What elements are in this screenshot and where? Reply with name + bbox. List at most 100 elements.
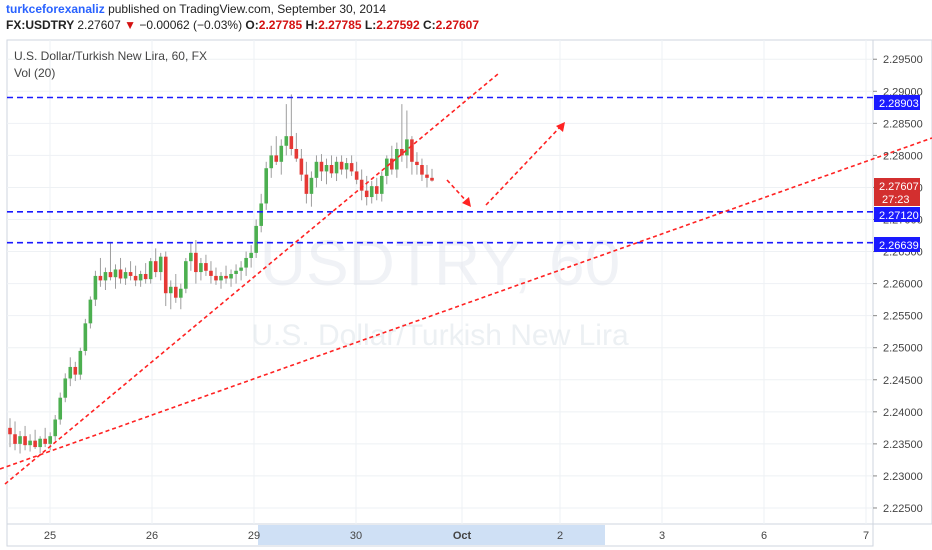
candle-body [264,168,269,204]
candle [289,94,294,156]
candle [38,436,42,454]
trendline-short[interactable] [4,73,499,485]
candle [28,434,32,452]
candle-body [219,275,223,281]
candle-body [98,275,103,281]
candle-body [199,263,203,273]
candle-body [384,158,389,176]
candle [229,269,233,287]
candle [239,261,243,281]
candle-body [138,273,143,281]
candle [189,241,193,271]
candle [379,171,384,202]
projection-arrow-down[interactable] [446,179,470,205]
candle [234,264,238,284]
candle [128,261,133,281]
candle [369,181,374,204]
low-value: 2.27592 [376,18,420,32]
candle [364,175,369,206]
candle-body [158,256,163,273]
candle [199,257,203,281]
candle-body [415,161,419,166]
open-value: 2.27785 [258,18,303,32]
candle-body [405,139,409,156]
x-tick-label: 2 [557,530,563,542]
candle [299,148,304,182]
candle-body [425,174,429,178]
y-tick-label: 2.22500 [883,503,923,515]
candle-body [299,158,304,175]
trend-drawings[interactable] [0,73,932,485]
candle-body [344,163,349,170]
candle-body [18,436,22,444]
projection-arrow-up[interactable] [485,124,563,206]
last-price-tag: 2.27607 27:23 [874,178,920,206]
candle-body [379,175,384,194]
x-tick-label: 7 [863,530,869,542]
grid-lines [7,40,873,524]
candle [103,267,108,291]
x-tick-label: 3 [659,530,665,542]
candle-body [274,155,279,162]
candle [354,161,359,185]
candle-body [153,261,158,273]
candle-body [53,419,58,437]
candle [173,273,178,303]
symbol-label[interactable]: FX:USDTRY [6,18,75,32]
candle-body [249,252,253,258]
publish-line: turkceforexanaliz published on TradingVi… [6,2,386,16]
candle [410,136,414,175]
candle-body [179,288,183,298]
candle [329,155,334,178]
candle-body [148,261,153,280]
candle [138,270,143,287]
candle [339,155,344,175]
candle-body [294,148,299,159]
candle [53,415,58,441]
candle-body [118,269,123,279]
candle [319,154,324,182]
candle [304,161,309,204]
candle [274,136,279,166]
candle [68,357,73,387]
plot-area[interactable] [6,39,874,525]
candle [179,283,183,310]
candle [63,373,68,403]
candle-body [390,158,394,170]
candle-body [163,256,168,294]
trendline-long[interactable] [0,137,932,470]
watermark-symbol: USDTRY, 60 [260,227,620,299]
candle [314,155,319,188]
volume-label: Vol (20) [14,66,55,80]
candle [43,427,47,448]
candle-body [359,179,364,191]
candle-body [113,269,118,278]
y-tick-label: 2.26000 [883,279,923,291]
candle-body [279,145,284,162]
candle-body [43,438,47,444]
candle [269,145,274,178]
candle-body [23,436,27,446]
candle [334,156,339,182]
candle [23,425,27,451]
horizontal-levels[interactable] [7,96,873,244]
candle-body [103,272,108,281]
candle-body [83,323,88,351]
candle-body [410,139,414,162]
candle [395,142,399,178]
price-scale[interactable] [872,39,932,525]
x-tick-label: 26 [146,530,158,542]
candle-body [369,186,374,198]
author-link[interactable]: turkceforexanaliz [6,2,105,16]
candle [18,431,22,454]
candle [168,280,173,310]
candle-body [289,136,294,149]
candle-body [319,161,324,172]
candle [259,193,263,233]
time-scale-highlight [258,525,605,545]
level-tag-3: 2.26639 [874,237,920,252]
candle [194,240,198,284]
candle [13,421,17,451]
candle-body [324,165,329,172]
